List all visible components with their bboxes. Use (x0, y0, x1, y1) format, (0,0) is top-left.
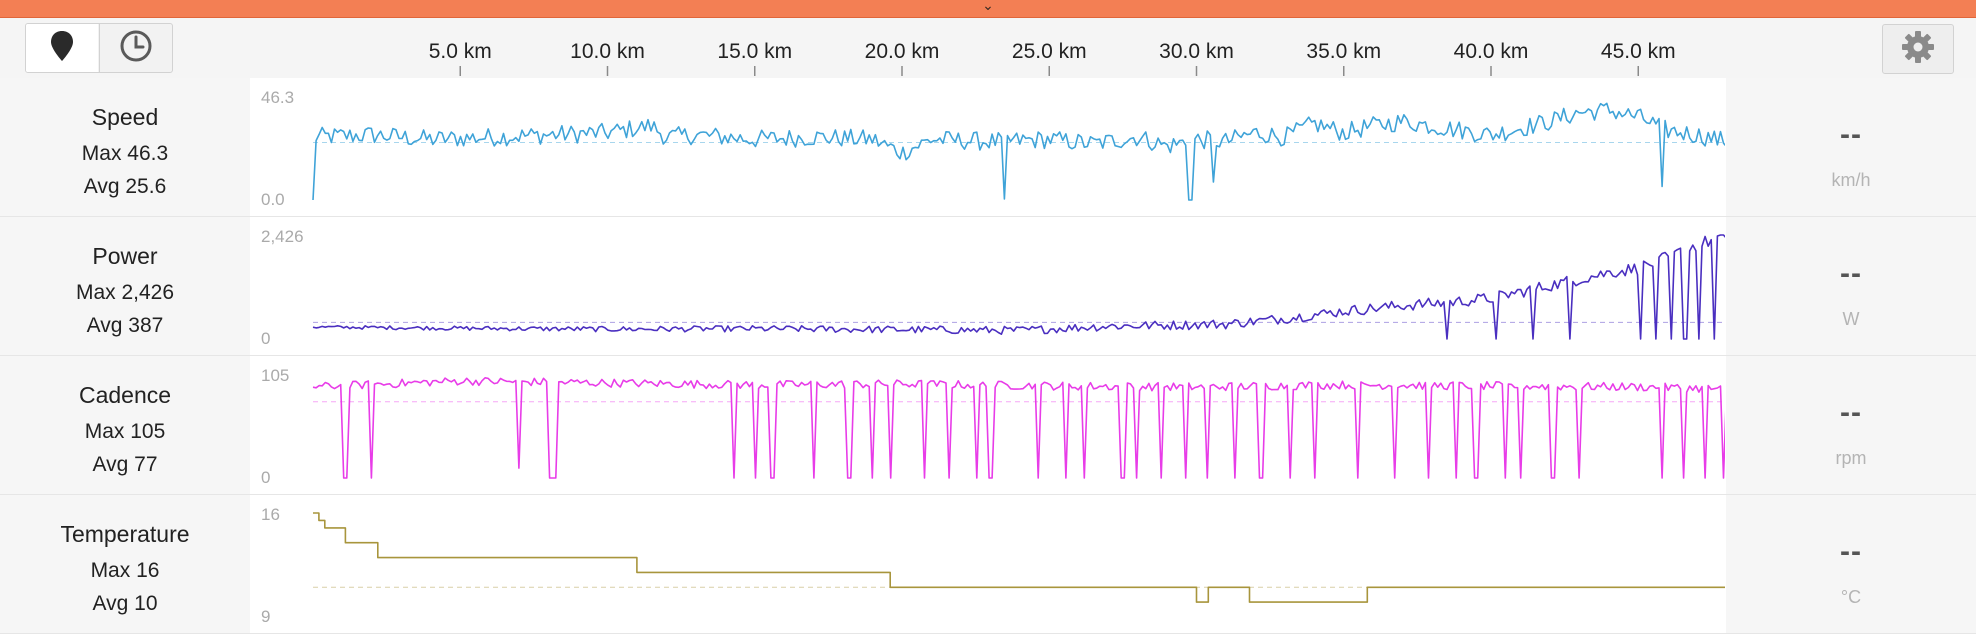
speed-unit: km/h (1831, 170, 1871, 190)
power-title: Power (92, 243, 158, 269)
temperature-plot[interactable]: 16 9 (251, 495, 1725, 633)
power-unit: W (1842, 309, 1860, 329)
power-row: Power Max 2,426 Avg 387 2,426 0 -- W (0, 217, 1976, 356)
temperature-y-max-label: 16 (261, 505, 280, 524)
temperature-series-line (313, 512, 1725, 603)
temperature-avg: Avg 10 (92, 592, 158, 615)
chart-toolbar (0, 18, 1976, 79)
speed-live-value: -- (1840, 118, 1862, 151)
km-tick-label: 25.0 km (1012, 40, 1087, 63)
power-live: -- W (1726, 217, 1976, 355)
time-view-button[interactable] (99, 24, 172, 72)
km-tick-label: 35.0 km (1306, 40, 1381, 63)
cadence-max: Max 105 (84, 420, 166, 443)
double-chevron-down-icon[interactable]: ⌄ (982, 0, 994, 13)
km-tick-label: 10.0 km (570, 40, 645, 63)
temperature-title: Temperature (60, 521, 190, 547)
power-y-min-label: 0 (261, 329, 271, 348)
km-tick-label: 45.0 km (1601, 40, 1676, 63)
cadence-live-value: -- (1840, 396, 1862, 429)
speed-max: Max 46.3 (81, 142, 169, 165)
power-live-value: -- (1840, 257, 1862, 290)
cadence-live: -- rpm (1726, 356, 1976, 494)
temperature-max: Max 16 (90, 559, 160, 582)
temperature-live-value: -- (1840, 535, 1862, 568)
km-tick-label: 30.0 km (1159, 40, 1234, 63)
power-max: Max 2,426 (75, 281, 175, 304)
cadence-plot[interactable]: 105 0 (251, 356, 1725, 494)
power-y-max-label: 2,426 (261, 227, 304, 246)
distance-axis: 5.0 km 10.0 km 15.0 km 20.0 km 25.0 km 30.0 k… (429, 40, 1676, 76)
power-series-line (312, 234, 1725, 340)
speed-stats: Speed Max 46.3 Avg 25.6 (0, 78, 250, 216)
cadence-y-min-label: 0 (261, 468, 271, 487)
map-pin-icon (49, 30, 75, 67)
gear-icon (1901, 30, 1935, 69)
km-tick-label: 40.0 km (1454, 40, 1529, 63)
km-tick-label: 20.0 km (865, 40, 940, 63)
settings-button[interactable] (1882, 24, 1954, 74)
collapse-bar[interactable]: ⌄ (0, 0, 1976, 18)
cadence-y-max-label: 105 (261, 366, 290, 385)
distance-view-button[interactable] (26, 24, 98, 72)
speed-chart-svg (312, 102, 1725, 201)
speed-series-line (312, 102, 1725, 201)
temperature-row: Temperature Max 16 Avg 10 16 9 -- °C (0, 495, 1976, 634)
cadence-unit: rpm (1835, 448, 1867, 468)
clock-icon (119, 29, 153, 68)
cadence-row: Cadence Max 105 Avg 77 105 0 -- rpm (0, 356, 1976, 495)
temperature-unit: °C (1840, 587, 1862, 607)
cadence-title: Cadence (78, 382, 172, 408)
power-stats: Power Max 2,426 Avg 387 (0, 217, 250, 355)
view-toggle (25, 23, 173, 73)
speed-live: -- km/h (1726, 78, 1976, 216)
cadence-stats: Cadence Max 105 Avg 77 (0, 356, 250, 494)
power-plot[interactable]: 2,426 0 (251, 217, 1725, 355)
cadence-avg: Avg 77 (92, 453, 158, 476)
speed-avg: Avg 25.6 (83, 175, 167, 198)
temperature-live: -- °C (1726, 495, 1976, 633)
speed-y-min-label: 0.0 (261, 190, 285, 209)
temperature-stats: Temperature Max 16 Avg 10 (0, 495, 250, 633)
temperature-chart-svg (313, 512, 1725, 603)
km-tick-label: 5.0 km (429, 40, 492, 63)
cadence-chart-svg (312, 377, 1725, 479)
speed-row: Speed Max 46.3 Avg 25.6 46.3 0.0 -- km/h (0, 78, 1976, 217)
cadence-series-line (312, 377, 1725, 479)
speed-y-max-label: 46.3 (261, 88, 295, 107)
temperature-y-min-label: 9 (261, 607, 271, 626)
speed-title: Speed (91, 104, 159, 130)
km-tick-label: 15.0 km (717, 40, 792, 63)
power-avg: Avg 387 (86, 314, 164, 337)
speed-plot[interactable]: 46.3 0.0 (251, 78, 1725, 216)
power-chart-svg (312, 234, 1725, 340)
